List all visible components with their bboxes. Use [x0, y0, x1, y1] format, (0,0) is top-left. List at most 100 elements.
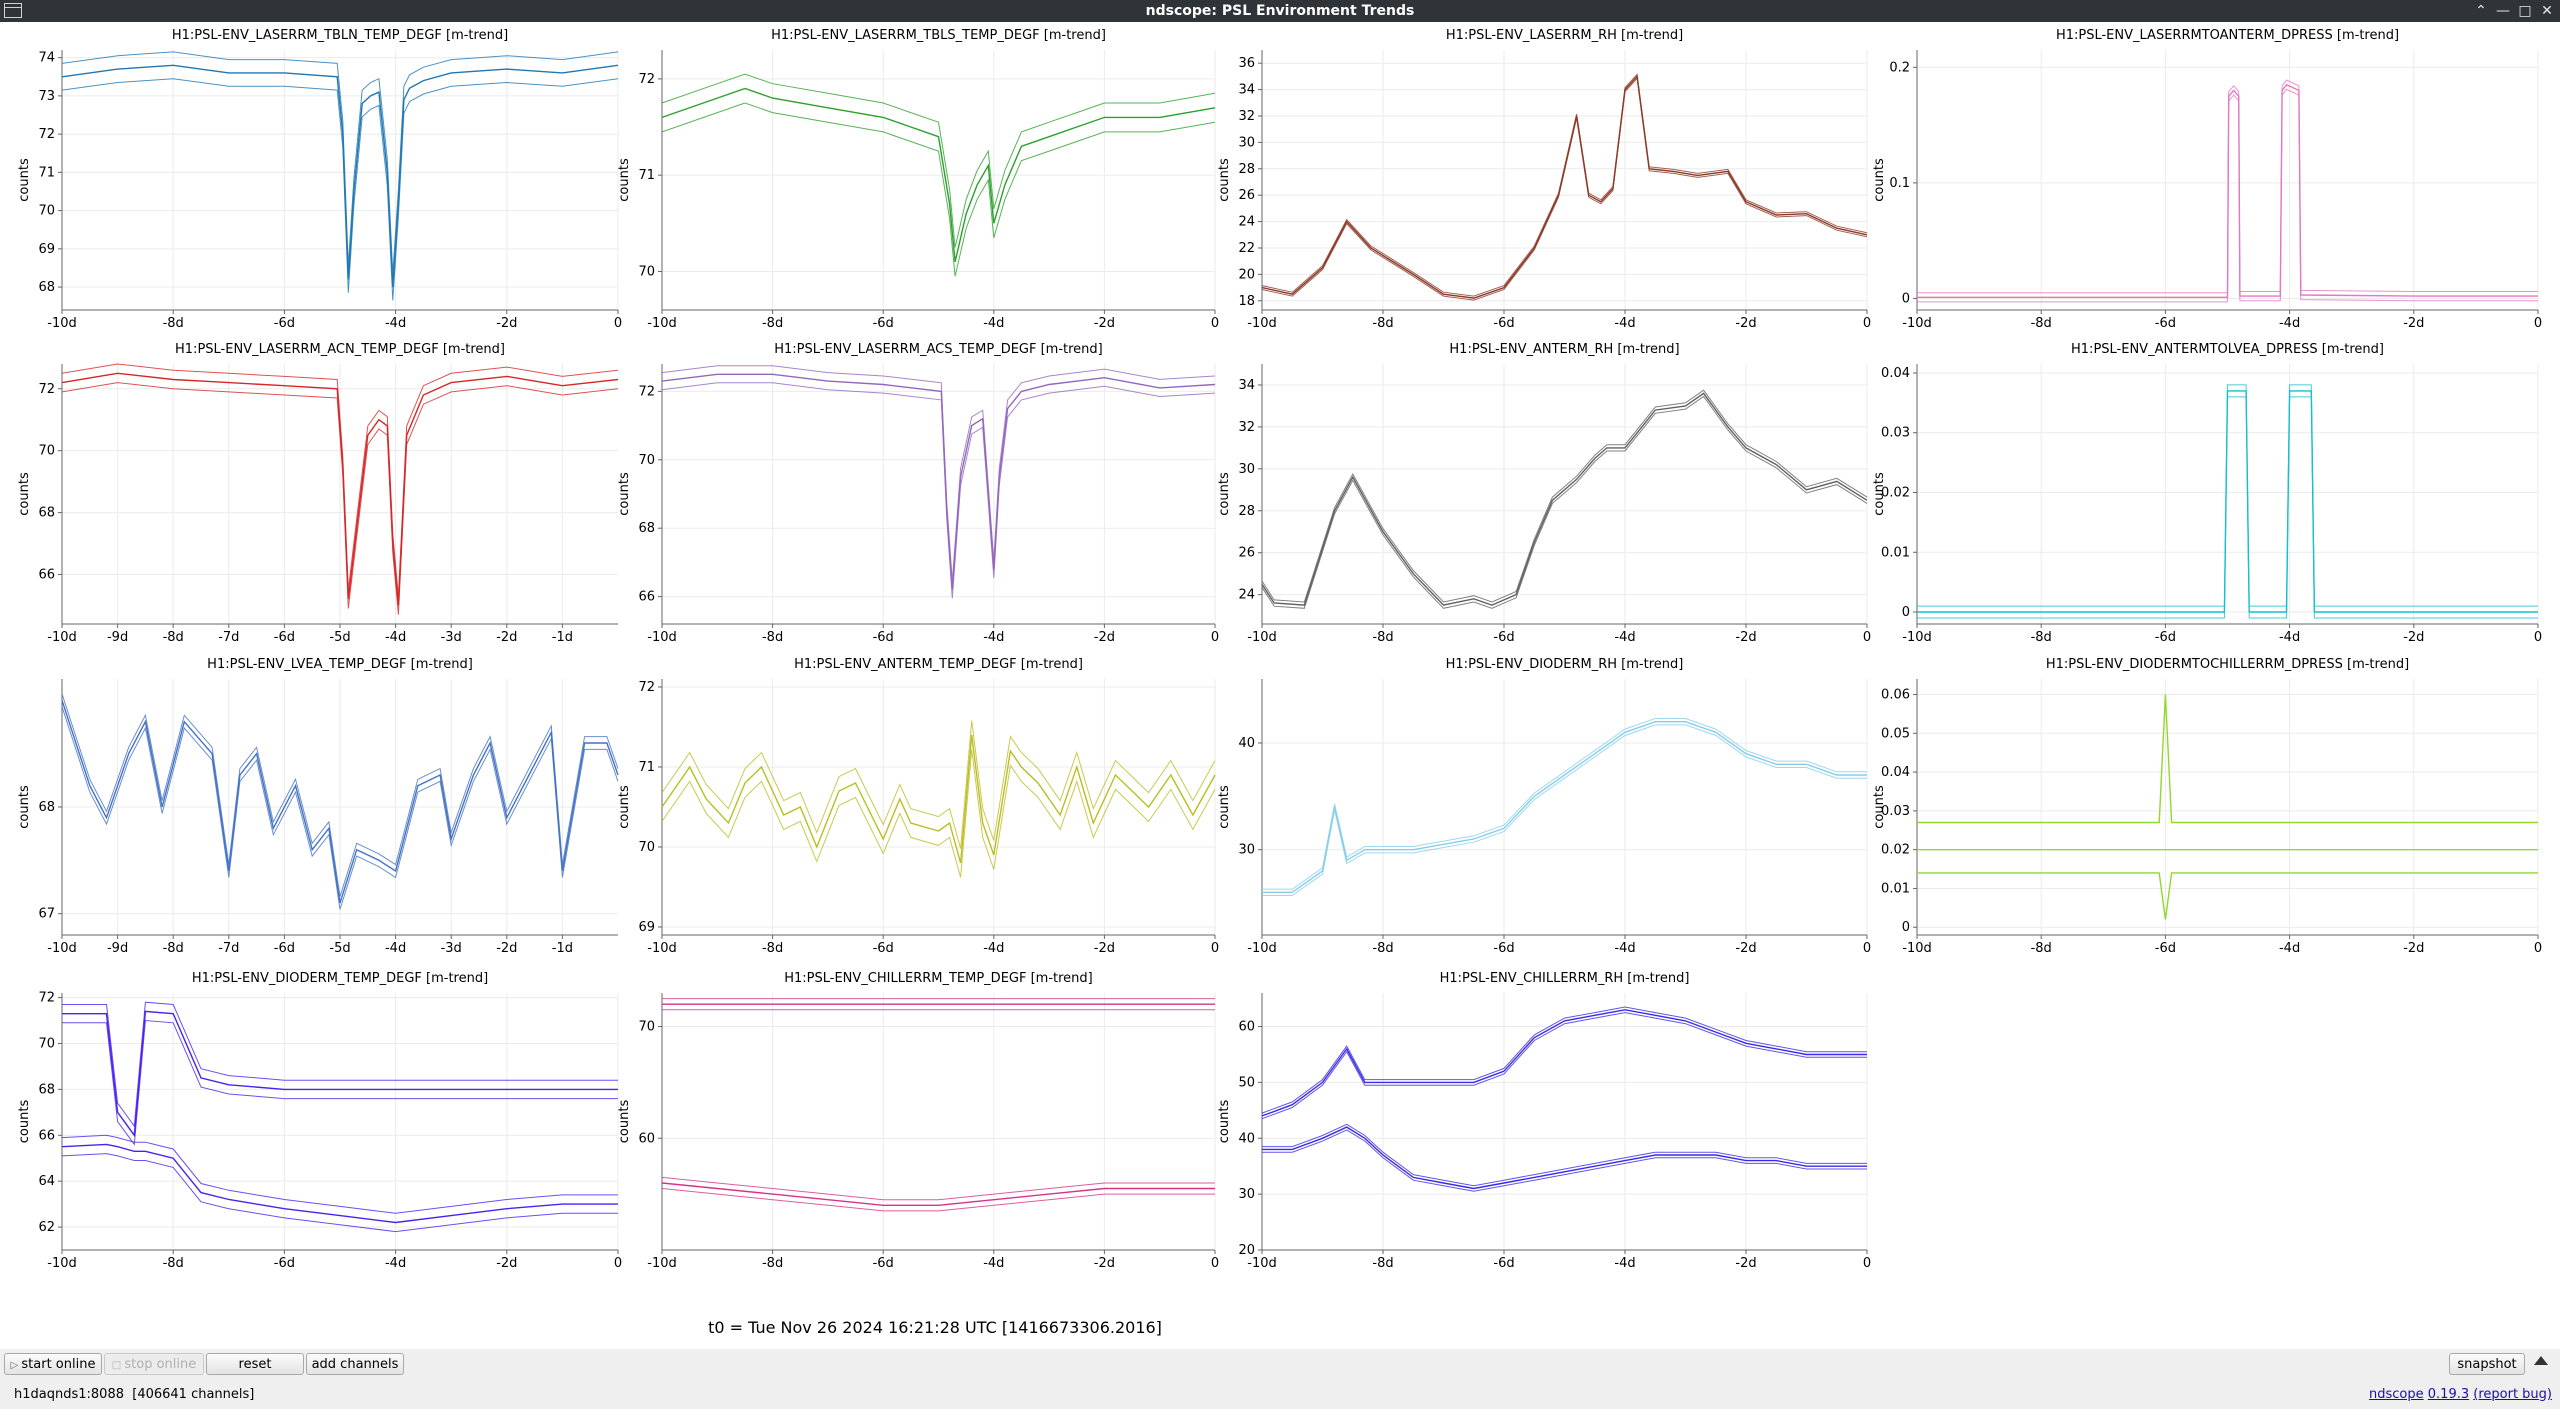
plot-13[interactable]: counts -10d -8d -6d -4d -2d 0 62 64 66 68 70 72	[17, 991, 622, 1276]
series-max-line	[661, 365, 1216, 582]
series-min-line	[1261, 1012, 1867, 1120]
y-tick-label: 0.06	[1881, 688, 1910, 703]
reset-button[interactable]: reset	[206, 1353, 304, 1375]
y-axis-label: counts	[1217, 1100, 1232, 1144]
series-mean-line	[1917, 872, 2538, 920]
x-tick-label: -8d	[762, 630, 783, 645]
plot-12[interactable]: counts -10d -8d -6d -4d -2d 0 0 0.01 0.02 0.03 0.04…	[1872, 679, 2542, 961]
x-tick-label: 0	[1211, 941, 1219, 956]
plot-14[interactable]: counts -10d -8d -6d -4d -2d 0 60 70	[617, 993, 1219, 1276]
plot-2[interactable]: counts -10d -8d -6d -4d -2d 0 70 71 72	[617, 50, 1219, 336]
x-tick-label: -2d	[2403, 630, 2424, 645]
y-tick-label: 0.02	[1881, 486, 1910, 501]
series-min-line	[1262, 1129, 1867, 1192]
plot-5[interactable]: counts -10d -9d -8d -7d -6d -5d -4d -3d -2d -1d 66 6…	[17, 363, 619, 650]
plot-6[interactable]: counts -10d -8d -6d -4d -2d 0 66 68 70 72	[617, 364, 1219, 650]
y-axis-label: counts	[17, 158, 32, 202]
y-tick-label: 72	[38, 382, 55, 397]
plot-title: H1:PSL-ENV_ANTERM_TEMP_DEGF [m-trend]	[794, 657, 1083, 672]
plot-10[interactable]: counts -10d -8d -6d -4d -2d 0 69 70 71 72	[617, 679, 1219, 961]
series-min-line	[661, 1188, 1215, 1212]
x-tick-label: -2d	[2403, 941, 2424, 956]
start-online-button[interactable]: ▷ start online	[4, 1353, 102, 1375]
x-tick-label: -6d	[2155, 316, 2176, 331]
x-tick-label: -10d	[647, 316, 677, 331]
close-icon[interactable]: ✕	[2541, 3, 2553, 19]
y-axis-label: counts	[1217, 472, 1232, 516]
x-tick-label: -10d	[647, 630, 677, 645]
x-tick-label: -8d	[163, 941, 184, 956]
y-tick-label: 30	[1238, 843, 1255, 858]
expand-panel-icon[interactable]	[2534, 1356, 2548, 1365]
y-tick-label: 0.02	[1881, 843, 1910, 858]
plot-1[interactable]: counts -10d -8d -6d -4d -2d 0 68 69 70 71 72 73 74	[17, 50, 622, 336]
x-tick-label: -1d	[552, 630, 573, 645]
series-min-line	[661, 102, 1216, 277]
x-tick-label: -3d	[441, 630, 462, 645]
series-min-line	[61, 706, 619, 910]
x-tick-label: -8d	[2031, 941, 2052, 956]
x-tick-label: 0	[2534, 316, 2542, 331]
series-mean-line	[661, 87, 1216, 263]
x-tick-label: -10d	[647, 1256, 677, 1271]
x-tick-label: 0	[2534, 941, 2542, 956]
t0-label: t0 = Tue Nov 26 2024 16:21:28 UTC [14166…	[708, 1318, 1162, 1337]
series-max-line	[61, 51, 619, 274]
x-tick-label: -8d	[762, 316, 783, 331]
series-max-line	[661, 73, 1216, 248]
y-tick-label: 68	[38, 800, 55, 815]
x-tick-label: -6d	[1493, 316, 1514, 331]
x-tick-label: 0	[1863, 1256, 1871, 1271]
minimize-icon[interactable]: —	[2496, 3, 2510, 19]
x-tick-label: -2d	[2403, 316, 2424, 331]
plot-4[interactable]: counts -10d -8d -6d -4d -2d 0 0 0.1 0.2	[1872, 50, 2542, 336]
series-mean-line	[1917, 83, 2538, 298]
snapshot-button[interactable]: snapshot	[2449, 1353, 2525, 1375]
y-tick-label: 24	[1238, 215, 1255, 230]
series-mean-line	[661, 373, 1216, 590]
x-tick-label: -10d	[1247, 1256, 1277, 1271]
x-tick-label: -4d	[385, 1256, 406, 1271]
y-tick-label: 0	[1902, 920, 1910, 935]
series-mean-line	[1917, 694, 2538, 824]
report-bug-link[interactable]: (report bug)	[2473, 1387, 2552, 1402]
x-tick-label: -8d	[1372, 316, 1393, 331]
maximize-icon[interactable]: □	[2518, 3, 2532, 19]
x-tick-label: -4d	[2279, 316, 2300, 331]
plot-8[interactable]: counts -10d -8d -6d -4d -2d 0 0 0.01 0.02 0.03 0.04	[1872, 364, 2542, 650]
series-min-line	[62, 1019, 618, 1146]
series-mean-line	[1262, 1126, 1867, 1190]
y-tick-label: 68	[38, 506, 55, 521]
x-tick-label: -4d	[983, 630, 1004, 645]
series-max-line	[1262, 718, 1867, 890]
x-tick-label: 0	[614, 316, 622, 331]
add-channels-button[interactable]: add channels	[306, 1353, 404, 1375]
x-tick-label: -2d	[1735, 941, 1756, 956]
window-title-bar: ndscope: PSL Environment Trends ⌃ — □ ✕	[0, 0, 2560, 22]
stop-online-button[interactable]: □ stop online	[104, 1353, 204, 1375]
x-tick-label: -3d	[441, 941, 462, 956]
version-link[interactable]: 0.19.3	[2427, 1387, 2470, 1402]
x-tick-label: -10d	[1247, 316, 1277, 331]
x-tick-label: -8d	[163, 316, 184, 331]
x-tick-label: -6d	[274, 1256, 295, 1271]
series-min-line	[1261, 77, 1868, 301]
plot-3[interactable]: counts -10d -8d -6d -4d -2d 0 18 20 22 24 26 28 30 32 3…	[1217, 50, 1871, 336]
plot-15[interactable]: counts -10d -8d -6d -4d -2d 0 20 30 40 50 60	[1217, 993, 1871, 1276]
y-tick-label: 69	[638, 920, 655, 935]
keep-above-icon[interactable]: ⌃	[2475, 3, 2487, 19]
series-mean-line	[61, 372, 619, 606]
y-tick-label: 50	[1238, 1075, 1255, 1090]
y-tick-label: 68	[38, 1082, 55, 1097]
plot-9[interactable]: counts -10d -9d -8d -7d -6d -5d -4d -3d -2d -1d 67 6…	[17, 679, 619, 961]
plot-title: H1:PSL-ENV_LASERRM_ACN_TEMP_DEGF [m-tren…	[175, 342, 505, 357]
x-tick-label: -4d	[385, 630, 406, 645]
plot-11[interactable]: counts -10d -8d -6d -4d -2d 0 30 40	[1217, 679, 1871, 961]
ndscope-link[interactable]: ndscope	[2369, 1387, 2424, 1402]
y-tick-label: 67	[38, 907, 55, 922]
plot-title: H1:PSL-ENV_LASERRMTOANTERM_DPRESS [m-tre…	[2055, 28, 2400, 43]
x-tick-label: 0	[1863, 630, 1871, 645]
y-tick-label: 0.1	[1889, 176, 1910, 191]
x-tick-label: -6d	[274, 316, 295, 331]
plot-7[interactable]: counts -10d -8d -6d -4d -2d 0 24 26 28 30 32 34	[1217, 364, 1871, 650]
